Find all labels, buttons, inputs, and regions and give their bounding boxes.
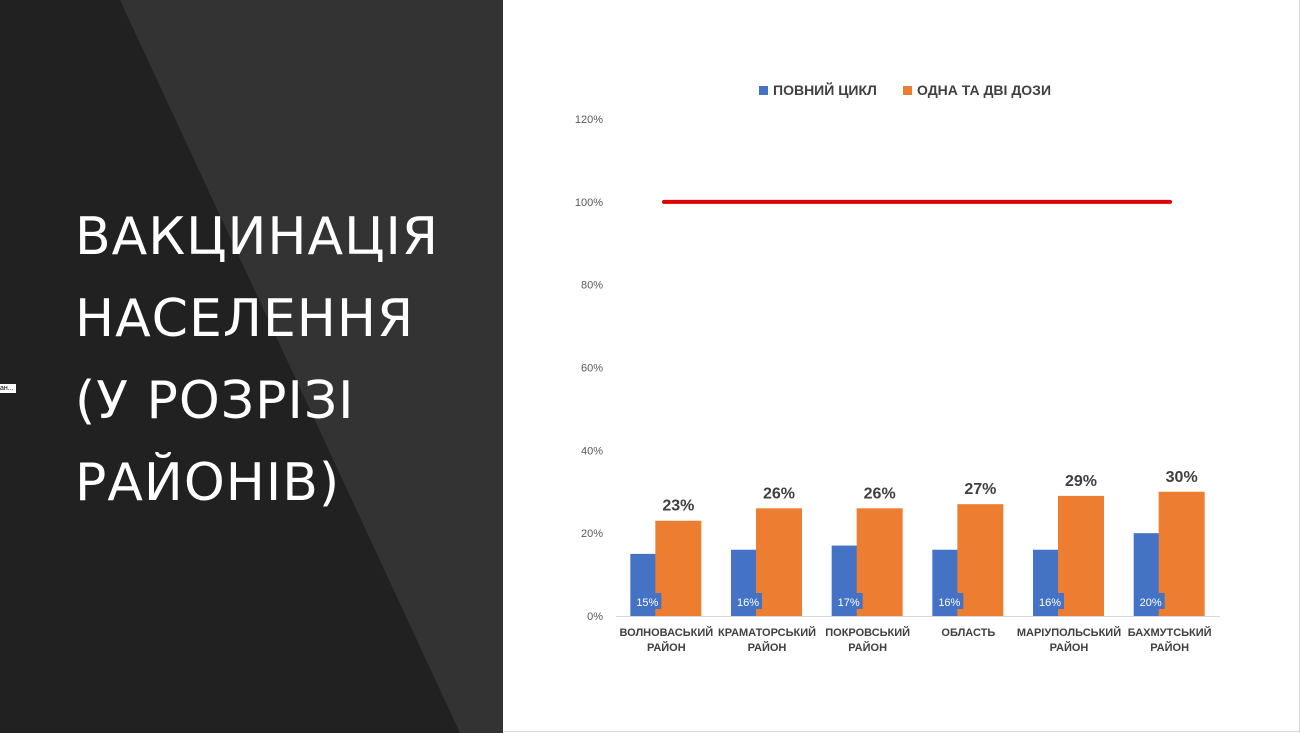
y-tick-label: 0% xyxy=(587,611,603,623)
data-label-series-2: 23% xyxy=(662,498,694,515)
y-tick-label: 120% xyxy=(575,114,603,126)
x-category-label: РАЙОН xyxy=(1050,641,1089,654)
data-label-box-series-1 xyxy=(1036,593,1064,609)
data-label-series-2: 26% xyxy=(763,485,795,502)
data-label-series-2: 30% xyxy=(1166,469,1198,486)
data-label-series-1: 16% xyxy=(938,597,960,609)
bar-series-2 xyxy=(856,508,903,616)
slide-title-line-2: НАСЕЛЕННЯ xyxy=(75,289,415,349)
y-tick-label: 80% xyxy=(581,280,603,292)
x-category-label: РАЙОН xyxy=(848,641,887,654)
x-category-label: РАЙОН xyxy=(647,641,686,654)
slide-title-line-3: (У РОЗРІЗІ xyxy=(75,371,355,431)
x-category-label: ПОКРОВСЬКИЙ xyxy=(825,626,910,639)
x-category-label: ОБЛАСТЬ xyxy=(941,627,995,639)
x-category-label: БАХМУТСЬКИЙ xyxy=(1128,626,1212,639)
x-category-label: МАРІУПОЛЬСЬКИЙ xyxy=(1017,626,1121,639)
legend-label-series-1: ПОВНИЙ ЦИКЛ xyxy=(773,81,877,98)
bar-series-2 xyxy=(1158,491,1205,616)
data-label-series-2: 29% xyxy=(1065,473,1097,490)
side-tag[interactable]: ан... xyxy=(0,384,16,393)
slide-title-line-4: РАЙОНІВ) xyxy=(75,453,341,513)
data-label-box-series-1 xyxy=(834,593,863,609)
data-label-series-1: 16% xyxy=(1039,597,1061,609)
x-category-label: КРАМАТОРСЬКИЙ xyxy=(718,626,816,639)
bar-series-2 xyxy=(655,520,702,616)
legend-label-series-2: ОДНА ТА ДВІ ДОЗИ xyxy=(917,82,1051,98)
title-panel-background xyxy=(120,0,503,733)
chart-area: ПОВНИЙ ЦИКЛ ОДНА ТА ДВІ ДОЗИ 0% 20% 40% 60% 80… xyxy=(503,0,1300,733)
y-tick-label: 60% xyxy=(581,363,603,375)
x-category-label: ВОЛНОВАСЬКИЙ xyxy=(620,626,714,639)
legend-swatch-series-2 xyxy=(903,86,912,95)
bar-series-2 xyxy=(756,508,802,616)
bar-series-2 xyxy=(957,504,1004,616)
diagonal-shape xyxy=(120,0,503,733)
slide-border-bottom xyxy=(503,731,1300,732)
legend-swatch-series-1 xyxy=(759,86,768,95)
title-panel: ВАКЦИНАЦІЯ НАСЕЛЕННЯ (У РОЗРІЗІ РАЙОНІВ)… xyxy=(0,0,503,733)
slide-title: ВАКЦИНАЦІЯ НАСЕЛЕННЯ (У РОЗРІЗІ РАЙОНІВ) xyxy=(75,196,485,524)
bar-series-2 xyxy=(1058,495,1104,616)
data-label-series-1: 15% xyxy=(636,597,658,609)
data-label-series-1: 17% xyxy=(838,597,860,609)
x-category-label: РАЙОН xyxy=(1150,641,1189,654)
vaccination-chart: ПОВНИЙ ЦИКЛ ОДНА ТА ДВІ ДОЗИ 0% 20% 40% 60% 80… xyxy=(575,81,1220,654)
data-label-box-series-1 xyxy=(935,593,964,609)
data-label-series-1: 16% xyxy=(737,597,759,609)
data-label-series-1: 20% xyxy=(1140,597,1162,609)
data-label-box-series-1 xyxy=(734,593,762,609)
data-label-box-series-1 xyxy=(1136,593,1165,609)
data-label-box-series-1 xyxy=(633,593,662,609)
slide-title-line-1: ВАКЦИНАЦІЯ xyxy=(75,207,439,267)
x-category-label: РАЙОН xyxy=(748,641,787,654)
y-tick-label: 20% xyxy=(581,528,603,540)
y-tick-label: 100% xyxy=(575,197,603,209)
data-label-series-2: 26% xyxy=(864,485,896,502)
data-label-series-2: 27% xyxy=(964,481,996,498)
y-tick-label: 40% xyxy=(581,445,603,457)
